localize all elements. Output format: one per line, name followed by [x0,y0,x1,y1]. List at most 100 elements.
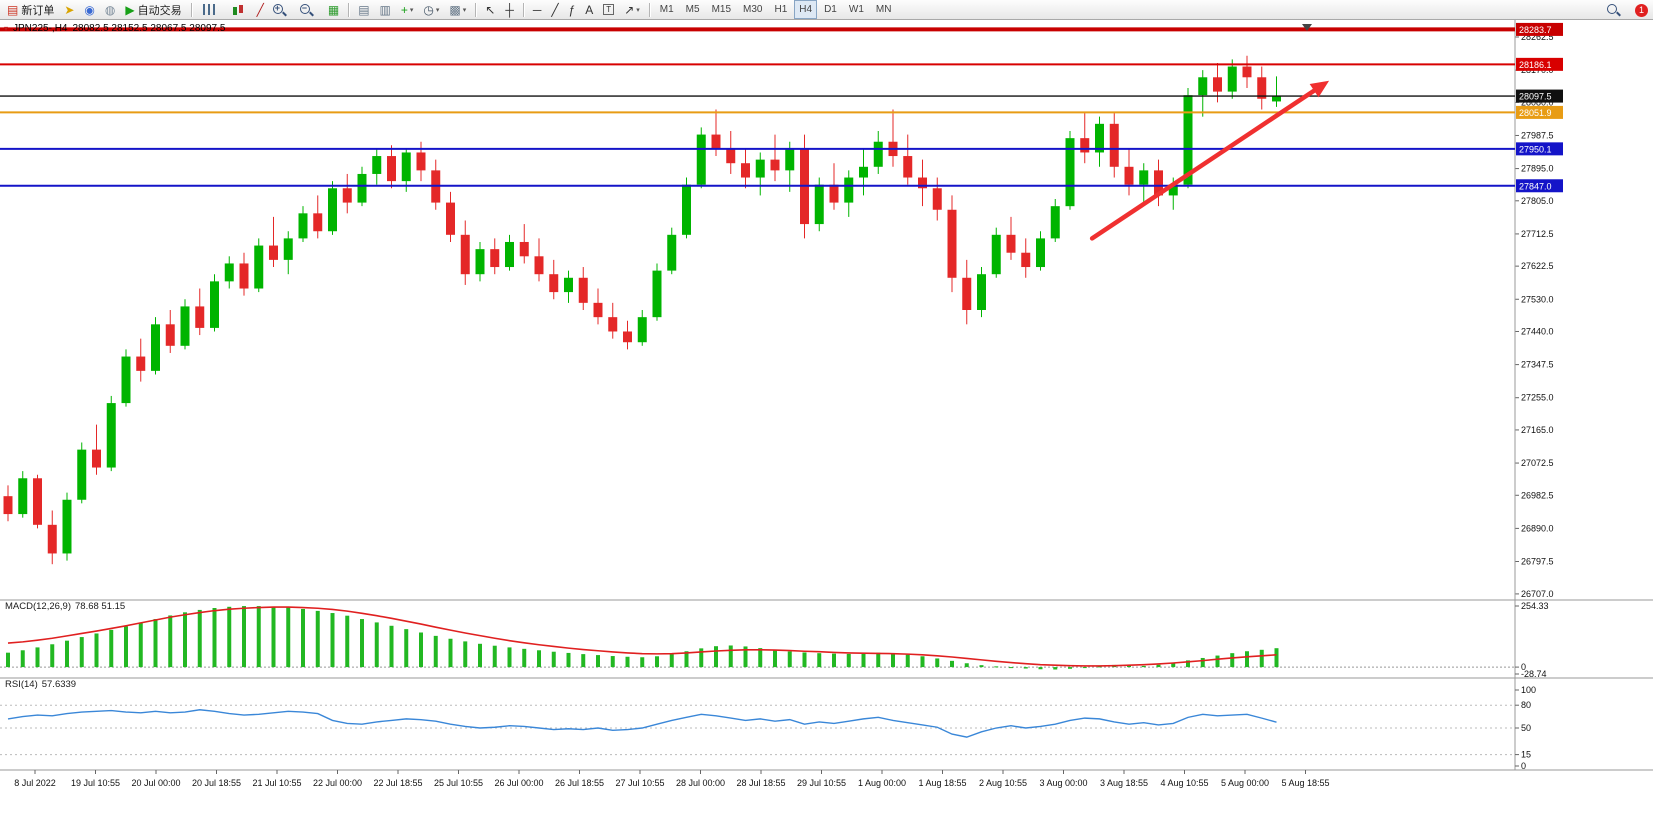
tf-m30[interactable]: M30 [738,0,767,19]
candle-body [254,245,264,289]
price-badge [1516,105,1563,119]
horizontal-line-icon[interactable]: ─ [529,0,546,19]
periods-icon-dropdown[interactable]: ▾ [435,6,440,14]
macd-histogram-bar [227,606,232,668]
macd-histogram-bar [65,640,69,668]
macd-histogram-bar [728,645,733,668]
periods-icon[interactable]: ◷ ▾ [419,0,443,19]
trendline-icon[interactable]: ╱ [547,0,562,19]
chart-header: ▾ JPN225-,H4 28082.5 28152.5 28067.5 280… [4,23,225,34]
tf-w1[interactable]: W1 [844,0,869,19]
macd-histogram-bar [773,650,777,668]
crosshair-icon[interactable]: ┼ [501,0,518,19]
horizontal-line-icon-glyph: ─ [532,2,542,17]
macd-histogram-bar [684,651,689,668]
toolbar: ▤ 新订单 ➤ ◉ ◍ ▶ 自动交易 ╱ + − ▦ ▤ ▥ + ▾ ◷ ▾ ▩ ▾ ↖ ┼ ─ ╱ ƒ A T ↗ ▾ M1 M5 M15… [0,0,1653,20]
price-axis-label: 26707.0 [1521,589,1554,599]
zoom-in-icon[interactable]: + [270,1,295,19]
macd-histogram-bar [256,606,261,668]
macd-histogram-bar [758,648,763,668]
tf-m5[interactable]: M5 [681,0,705,19]
candlestick-type-icon[interactable] [225,0,251,19]
macd-histogram-bar [640,657,645,668]
tf-h1[interactable]: H1 [769,0,792,19]
chart-plot-area[interactable] [0,20,1515,770]
candle-body [1036,238,1045,268]
tf-d1[interactable]: D1 [819,0,842,19]
candle-body [313,213,323,232]
tf-mn[interactable]: MN [871,0,897,19]
autotrading-button[interactable]: ▶ 自动交易 [121,0,185,19]
trend-arrow-head [1309,80,1330,98]
candle-body [741,163,750,178]
time-axis-label: 2 Aug 10:55 [979,778,1027,788]
macd-histogram-bar [891,653,895,668]
new-order-button[interactable]: ▤ 新订单 [3,0,58,19]
chart-window-icon[interactable]: ▤ [354,0,373,19]
macd-histogram-bar [50,644,55,668]
tf-h4[interactable]: H4 [794,0,818,19]
price-axis-label: 27895.0 [1521,164,1554,174]
candle-body [726,148,736,164]
macd-histogram-bar [522,648,527,668]
cursor-icon[interactable]: ↖ [481,0,499,19]
trend-arrow[interactable] [1089,83,1323,241]
indicators-icon[interactable]: + ▾ [397,0,418,19]
time-axis-label: 28 Jul 18:55 [736,778,785,788]
chart-list-icon[interactable]: ▥ [376,0,395,19]
price-axis-label: 28262.5 [1521,32,1554,42]
macd-histogram-bar [301,608,305,668]
pointer-hand-icon[interactable]: ➤ [60,0,78,19]
zoom-out-icon-glyph: − [301,2,307,13]
candle-body [1124,166,1134,185]
macd-histogram-bar [566,652,571,668]
tf-m1-label: M1 [659,4,674,15]
time-axis-label: 3 Aug 00:00 [1039,778,1087,788]
text-tool-icon[interactable]: A [581,0,597,19]
arrows-tool-icon-dropdown[interactable]: ▾ [636,6,640,14]
notification-badge[interactable]: 1 [1635,3,1648,17]
new-order-button-glyph: ▤ [7,2,19,17]
fibonacci-icon[interactable]: ƒ [565,0,580,19]
tf-m15[interactable]: M15 [707,0,736,19]
line-chart-type-icon[interactable]: ╱ [253,0,268,19]
tile-windows-icon[interactable]: ▦ [324,0,343,19]
time-axis-label: 4 Aug 10:55 [1160,778,1208,788]
price-axis-label: 26982.5 [1521,490,1554,500]
candle-body [1227,66,1237,92]
macd-histogram-bar [1038,667,1043,670]
macd-histogram-bar [581,654,586,668]
candle-body [564,277,573,293]
price-badge-label: 28283.7 [1519,25,1552,35]
macd-histogram-bar [1245,651,1249,668]
search-icon[interactable] [1604,1,1629,19]
label-tool-icon[interactable]: T [599,0,618,19]
chart-symbol-period: JPN225-,H4 [13,23,68,34]
community-icon[interactable]: ◍ [101,0,119,19]
arrows-tool-icon[interactable]: ↗ ▾ [620,0,644,19]
bar-chart-type-icon[interactable] [197,0,223,19]
macd-histogram-bar [1200,657,1205,668]
profile-icon-glyph: ◉ [84,2,95,17]
profile-icon[interactable]: ◉ [80,0,98,19]
price-axis-label: 26890.0 [1521,523,1554,533]
tf-m1[interactable]: M1 [655,0,679,19]
indicators-icon-dropdown[interactable]: ▾ [409,6,414,14]
price-axis-label: 27805.0 [1521,196,1554,206]
time-axis-label: 22 Jul 00:00 [313,778,362,788]
time-axis[interactable] [0,770,1653,796]
macd-histogram-bar [935,658,940,668]
chart-shift-marker[interactable] [1302,24,1312,31]
candle-body [121,356,131,404]
zoom-out-icon[interactable]: − [297,1,322,19]
chart-ohlc: 28082.5 28152.5 28067.5 28097.5 [72,23,226,34]
price-badge [1516,57,1563,71]
time-axis-label: 28 Jul 00:00 [676,778,725,788]
macd-histogram-bar [507,647,512,668]
templates-icon[interactable]: ▩ ▾ [445,0,470,19]
templates-icon-dropdown[interactable]: ▾ [462,6,467,14]
price-axis-label: 27440.0 [1521,326,1554,336]
rsi-values: 57.6339 [41,679,77,690]
